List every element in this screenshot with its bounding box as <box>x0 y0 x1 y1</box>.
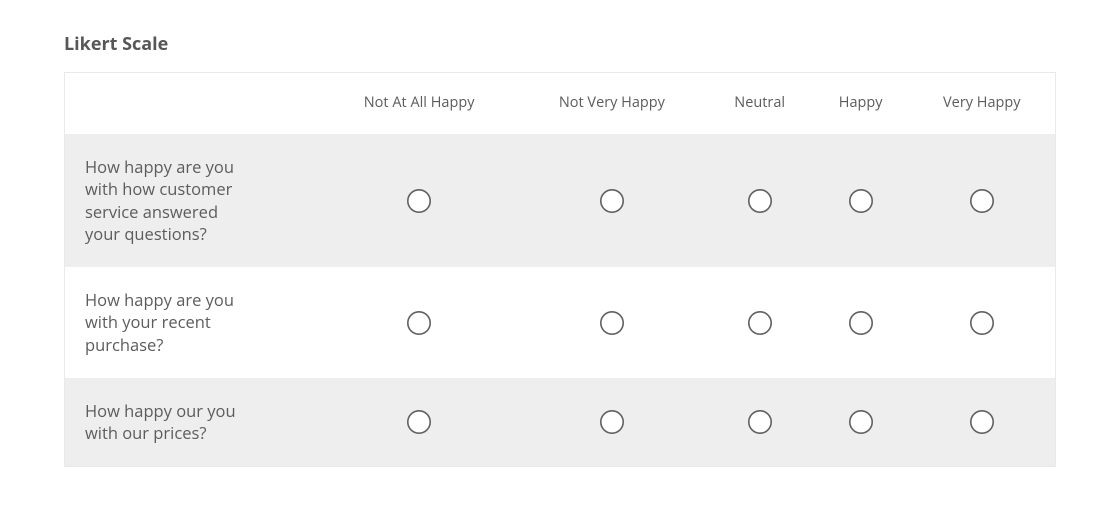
likert-question-2-text: How happy our you with our prices? <box>85 400 255 445</box>
likert-radio-1-2[interactable] <box>748 311 772 335</box>
likert-header-row: Not At All Happy Not Very Happy Neutral … <box>65 73 1055 134</box>
likert-title: Likert Scale <box>64 32 1056 56</box>
likert-row-0: How happy are you with how customer serv… <box>65 134 1055 267</box>
likert-radio-0-0[interactable] <box>407 189 431 213</box>
likert-row-2: How happy our you with our prices? <box>65 378 1055 467</box>
likert-question-2: How happy our you with our prices? <box>65 378 321 467</box>
likert-header-col-1: Not Very Happy <box>517 73 706 134</box>
likert-radio-2-3[interactable] <box>849 410 873 434</box>
likert-radio-1-0[interactable] <box>407 311 431 335</box>
likert-row-1: How happy are you with your recent purch… <box>65 267 1055 378</box>
likert-radio-0-2[interactable] <box>748 189 772 213</box>
likert-radio-1-4[interactable] <box>970 311 994 335</box>
likert-radio-2-0[interactable] <box>407 410 431 434</box>
likert-header-col-2: Neutral <box>707 73 813 134</box>
likert-radio-0-3[interactable] <box>849 189 873 213</box>
likert-question-0: How happy are you with how customer serv… <box>65 134 321 267</box>
likert-question-1: How happy are you with your recent purch… <box>65 267 321 378</box>
likert-header-empty <box>65 73 321 134</box>
likert-question-1-text: How happy are you with your recent purch… <box>85 289 255 356</box>
likert-question-0-text: How happy are you with how customer serv… <box>85 156 255 245</box>
likert-header-col-3: Happy <box>813 73 909 134</box>
likert-radio-2-1[interactable] <box>600 410 624 434</box>
likert-radio-1-1[interactable] <box>600 311 624 335</box>
likert-radio-0-4[interactable] <box>970 189 994 213</box>
likert-radio-2-2[interactable] <box>748 410 772 434</box>
likert-header-col-4: Very Happy <box>909 73 1055 134</box>
likert-radio-1-3[interactable] <box>849 311 873 335</box>
likert-table: Not At All Happy Not Very Happy Neutral … <box>64 72 1056 467</box>
likert-radio-0-1[interactable] <box>600 189 624 213</box>
likert-header-col-0: Not At All Happy <box>321 73 517 134</box>
likert-radio-2-4[interactable] <box>970 410 994 434</box>
